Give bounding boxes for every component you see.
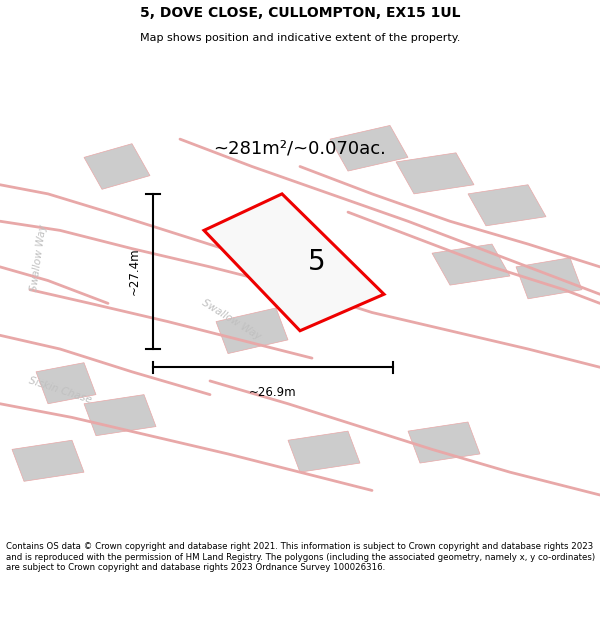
Polygon shape [468, 185, 546, 226]
Polygon shape [408, 422, 480, 463]
Text: 5, DOVE CLOSE, CULLOMPTON, EX15 1UL: 5, DOVE CLOSE, CULLOMPTON, EX15 1UL [140, 6, 460, 20]
Polygon shape [216, 308, 288, 354]
Polygon shape [84, 394, 156, 436]
Polygon shape [12, 440, 84, 481]
Text: Swallow Way: Swallow Way [29, 224, 49, 292]
Polygon shape [330, 126, 408, 171]
Text: Contains OS data © Crown copyright and database right 2021. This information is : Contains OS data © Crown copyright and d… [6, 542, 595, 572]
Polygon shape [36, 362, 96, 404]
Polygon shape [432, 244, 510, 285]
Polygon shape [396, 152, 474, 194]
Polygon shape [84, 144, 150, 189]
Polygon shape [516, 258, 582, 299]
Text: Siskin Chase: Siskin Chase [27, 375, 93, 405]
Text: ~26.9m: ~26.9m [249, 386, 297, 399]
Text: ~281m²/~0.070ac.: ~281m²/~0.070ac. [214, 139, 386, 158]
Polygon shape [204, 194, 384, 331]
Text: ~27.4m: ~27.4m [128, 248, 141, 295]
Text: 5: 5 [308, 248, 325, 276]
Polygon shape [288, 431, 360, 472]
Text: Map shows position and indicative extent of the property.: Map shows position and indicative extent… [140, 33, 460, 43]
Text: Swallow Way: Swallow Way [200, 298, 262, 341]
